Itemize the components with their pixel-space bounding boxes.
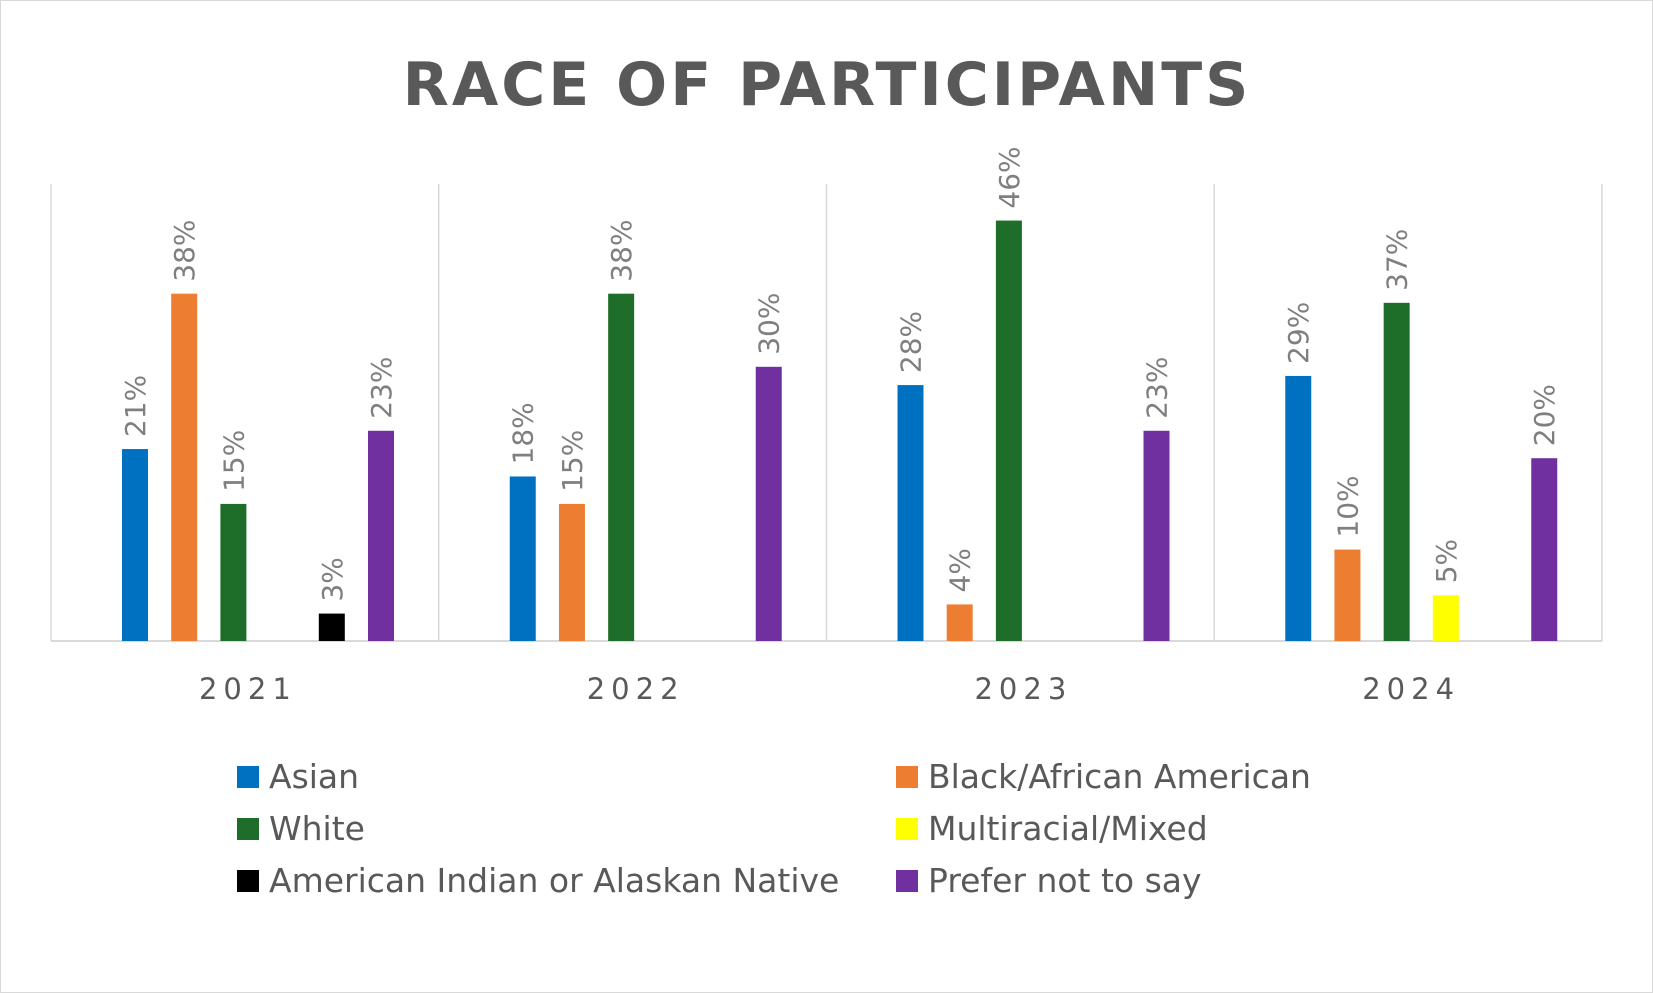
- legend: Asian Black/African American White Multirac…: [237, 757, 1311, 900]
- bar-asian-2023: [897, 385, 924, 641]
- bar-black-african-american-2024: [1334, 549, 1361, 641]
- data-label-prefer-not-to-say-2024: 20%: [1528, 384, 1561, 446]
- legend-label-prefer-not-to-say: Prefer not to say: [928, 861, 1202, 900]
- data-labels: 21% 18% 28% 29% 38% 15% 4% 10% 15% 38% 46% 37% 5% 3% 2…: [119, 146, 1561, 601]
- data-label-asian-2024: 29%: [1282, 302, 1315, 364]
- bar-asian-2024: [1285, 375, 1312, 641]
- legend-label-asian: Asian: [269, 757, 359, 796]
- data-label-american-indian-or-alaskan-native-2021: 3%: [316, 557, 349, 601]
- x-tick-label-2023: 2023: [974, 672, 1072, 706]
- bar-white-2023: [995, 220, 1022, 641]
- bar-asian-2022: [509, 476, 536, 641]
- bars: [122, 220, 1558, 641]
- legend-swatch-black-african-american: [896, 766, 918, 788]
- x-axis-labels: 2021 2022 2023 2024: [199, 672, 1460, 706]
- bar-black-african-american-2023: [946, 604, 973, 641]
- bar-white-2021: [220, 503, 247, 641]
- data-label-prefer-not-to-say-2022: 30%: [753, 293, 786, 355]
- legend-swatch-american-indian-or-alaskan-native: [237, 870, 259, 892]
- x-tick-label-2022: 2022: [587, 672, 685, 706]
- x-tick-label-2024: 2024: [1362, 672, 1460, 706]
- data-label-black-african-american-2022: 15%: [556, 430, 589, 492]
- bar-prefer-not-to-say-2024: [1531, 458, 1558, 641]
- bar-american-indian-or-alaskan-native-2021: [318, 613, 345, 641]
- data-label-asian-2022: 18%: [507, 402, 540, 464]
- data-label-asian-2023: 28%: [895, 311, 928, 373]
- data-label-prefer-not-to-say-2021: 23%: [365, 357, 398, 419]
- legend-swatch-multiracial-mixed: [896, 818, 918, 840]
- bar-black-african-american-2021: [171, 293, 198, 641]
- legend-label-white: White: [269, 809, 365, 848]
- bar-white-2022: [608, 293, 635, 641]
- bar-multiracial-mixed-2024: [1432, 595, 1459, 641]
- data-label-asian-2021: 21%: [119, 375, 152, 437]
- x-tick-label-2021: 2021: [199, 672, 297, 706]
- data-label-white-2024: 37%: [1381, 229, 1414, 291]
- legend-label-black-african-american: Black/African American: [928, 757, 1311, 796]
- bar-prefer-not-to-say-2023: [1143, 430, 1170, 641]
- bar-asian-2021: [122, 449, 148, 641]
- data-label-white-2023: 46%: [993, 146, 1026, 208]
- bar-white-2024: [1383, 302, 1410, 641]
- data-label-prefer-not-to-say-2023: 23%: [1141, 357, 1174, 419]
- legend-label-american-indian-or-alaskan-native: American Indian or Alaskan Native: [269, 861, 839, 900]
- data-label-white-2022: 38%: [605, 219, 638, 281]
- data-label-black-african-american-2023: 4%: [944, 548, 977, 592]
- data-label-multiracial-mixed-2024: 5%: [1430, 539, 1463, 583]
- chart-title: RACE OF PARTICIPANTS: [403, 50, 1252, 120]
- bar-prefer-not-to-say-2022: [755, 366, 782, 641]
- grid-lines: [50, 184, 1603, 642]
- legend-swatch-white: [237, 818, 259, 840]
- data-label-black-african-american-2024: 10%: [1331, 475, 1364, 537]
- legend-swatch-asian: [237, 766, 259, 788]
- bar-black-african-american-2022: [558, 503, 585, 641]
- legend-label-multiracial-mixed: Multiracial/Mixed: [928, 809, 1208, 848]
- bar-prefer-not-to-say-2021: [368, 430, 394, 641]
- data-label-black-african-american-2021: 38%: [168, 219, 201, 281]
- legend-swatch-prefer-not-to-say: [896, 870, 918, 892]
- data-label-white-2021: 15%: [217, 430, 250, 492]
